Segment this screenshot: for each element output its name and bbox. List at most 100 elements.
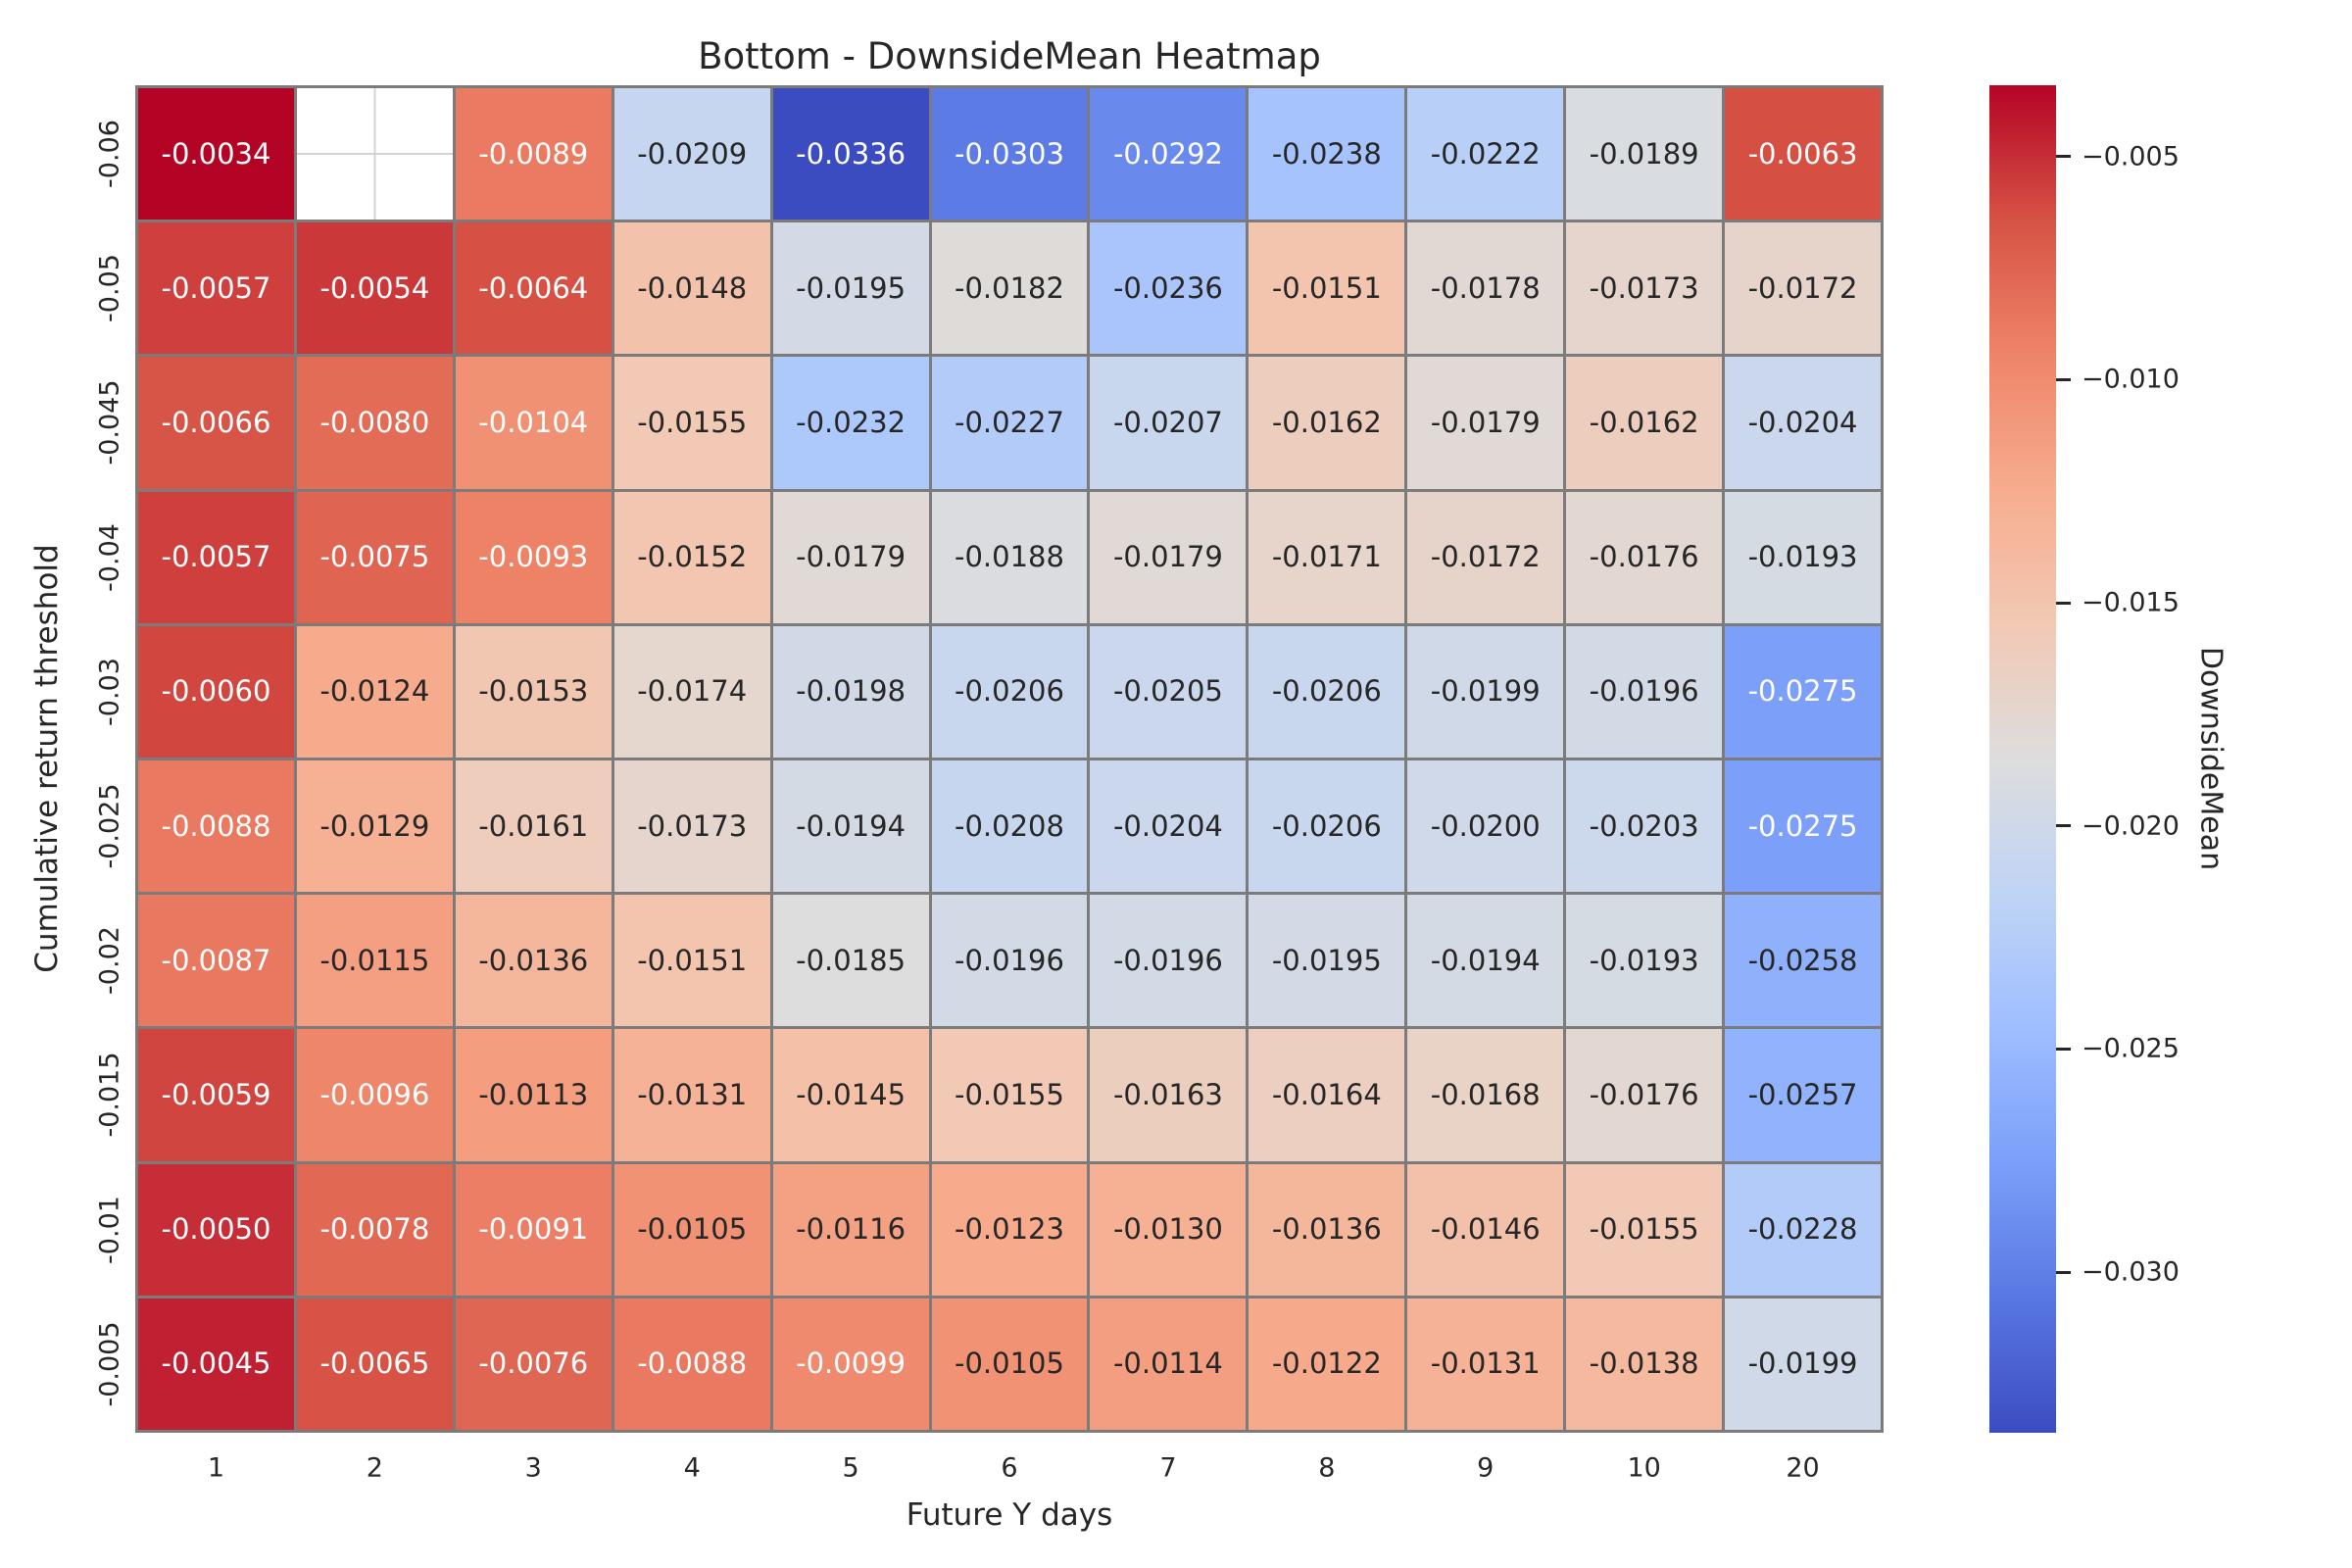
heatmap-cell: -0.0155 (931, 1029, 1088, 1161)
heatmap-cell: -0.0171 (1249, 491, 1405, 623)
heatmap-cell: -0.0148 (613, 222, 770, 355)
colorbar-tick-label: −0.025 (2082, 1033, 2180, 1064)
x-tick-label: 20 (1786, 1452, 1820, 1484)
y-tick-label: -0.03 (94, 657, 125, 726)
heatmap-cell: -0.0105 (613, 1163, 770, 1296)
heatmap-cell: -0.0227 (931, 357, 1088, 489)
heatmap-cell: -0.0045 (138, 1298, 294, 1430)
heatmap-cell: -0.0336 (772, 88, 929, 220)
heatmap-cell: -0.0153 (455, 625, 612, 758)
heatmap-cell: -0.0145 (772, 1029, 929, 1161)
heatmap-cell: -0.0065 (296, 1298, 453, 1430)
heatmap-cell: -0.0206 (1249, 760, 1405, 893)
heatmap-cell: -0.0238 (1249, 88, 1405, 220)
y-tick-label: -0.04 (94, 522, 125, 592)
heatmap-cell: -0.0196 (1566, 625, 1723, 758)
colorbar-tick-label: −0.015 (2082, 587, 2180, 618)
heatmap-cell: -0.0203 (1566, 760, 1723, 893)
heatmap-cell: -0.0087 (138, 895, 294, 1027)
heatmap-cell: -0.0161 (455, 760, 612, 893)
heatmap-cell: -0.0093 (455, 491, 612, 623)
heatmap-cell: -0.0131 (613, 1029, 770, 1161)
heatmap-cell: -0.0200 (1407, 760, 1564, 893)
heatmap-cell: -0.0206 (931, 625, 1088, 758)
heatmap-cell: -0.0207 (1090, 357, 1247, 489)
heatmap-cell: -0.0206 (1249, 625, 1405, 758)
heatmap-cell: -0.0123 (931, 1163, 1088, 1296)
heatmap-cell: -0.0162 (1249, 357, 1405, 489)
heatmap-cell: -0.0162 (1566, 357, 1723, 489)
colorbar-tick-mark (2056, 377, 2071, 381)
heatmap-cell: -0.0236 (1090, 222, 1247, 355)
heatmap-cell: -0.0096 (296, 1029, 453, 1161)
heatmap-cell: -0.0275 (1725, 760, 1881, 893)
heatmap-cell: -0.0193 (1566, 895, 1723, 1027)
heatmap-cell: -0.0232 (772, 357, 929, 489)
heatmap-cell: -0.0209 (613, 88, 770, 220)
colorbar-tick-mark (2056, 1270, 2071, 1274)
heatmap-cell: -0.0152 (613, 491, 770, 623)
heatmap-cell: -0.0054 (296, 222, 453, 355)
heatmap-cell: -0.0080 (296, 357, 453, 489)
x-tick-label: 3 (524, 1452, 542, 1484)
x-tick-label: 6 (1001, 1452, 1018, 1484)
heatmap-cell: -0.0146 (1407, 1163, 1564, 1296)
heatmap-cell: -0.0188 (931, 491, 1088, 623)
heatmap-cell: -0.0136 (455, 895, 612, 1027)
heatmap-cell: -0.0151 (613, 895, 770, 1027)
heatmap-cell: -0.0172 (1407, 491, 1564, 623)
heatmap-cell: -0.0173 (1566, 222, 1723, 355)
colorbar-tick-label: −0.030 (2082, 1256, 2180, 1288)
colorbar-label: DownsideMean (2193, 646, 2229, 871)
heatmap-cell: -0.0059 (138, 1029, 294, 1161)
chart-title: Bottom - DownsideMean Heatmap (698, 35, 1321, 77)
heatmap-cell: -0.0116 (772, 1163, 929, 1296)
heatmap-cell: -0.0178 (1407, 222, 1564, 355)
heatmap-cell-empty (296, 88, 453, 220)
heatmap-cell: -0.0076 (455, 1298, 612, 1430)
heatmap-cell: -0.0089 (455, 88, 612, 220)
heatmap-cell: -0.0113 (455, 1029, 612, 1161)
heatmap-cell: -0.0060 (138, 625, 294, 758)
heatmap-cell: -0.0195 (1249, 895, 1405, 1027)
colorbar-tick-label: −0.010 (2082, 364, 2180, 395)
heatmap-cell: -0.0066 (138, 357, 294, 489)
x-tick-label: 5 (842, 1452, 859, 1484)
heatmap-cell: -0.0258 (1725, 895, 1881, 1027)
heatmap-cell: -0.0176 (1566, 491, 1723, 623)
heatmap-cell: -0.0257 (1725, 1029, 1881, 1161)
heatmap-cell: -0.0204 (1090, 760, 1247, 893)
heatmap-cell: -0.0091 (455, 1163, 612, 1296)
heatmap-cell: -0.0131 (1407, 1298, 1564, 1430)
x-tick-label: 8 (1318, 1452, 1336, 1484)
heatmap-cell: -0.0050 (138, 1163, 294, 1296)
heatmap-cell: -0.0057 (138, 491, 294, 623)
colorbar-tick-label: −0.005 (2082, 141, 2180, 172)
heatmap-cell: -0.0198 (772, 625, 929, 758)
heatmap-cell: -0.0199 (1725, 1298, 1881, 1430)
y-tick-label: -0.05 (94, 254, 125, 323)
heatmap-cell: -0.0189 (1566, 88, 1723, 220)
heatmap-cell: -0.0172 (1725, 222, 1881, 355)
heatmap-cell: -0.0208 (931, 760, 1088, 893)
heatmap-cell: -0.0176 (1566, 1029, 1723, 1161)
heatmap-cell: -0.0088 (613, 1298, 770, 1430)
heatmap-cell: -0.0129 (296, 760, 453, 893)
heatmap-cell: -0.0196 (1090, 895, 1247, 1027)
colorbar-tick-mark (2056, 601, 2071, 605)
colorbar-tick-mark (2056, 155, 2071, 159)
y-tick-label: -0.005 (94, 1321, 125, 1407)
colorbar-tick-mark (2056, 1047, 2071, 1051)
heatmap-grid: -0.0034 -0.0089 -0.0209 -0.0336 -0.0303 -0.02… (135, 85, 1884, 1433)
heatmap-cell: -0.0275 (1725, 625, 1881, 758)
y-tick-label: -0.01 (94, 1195, 125, 1264)
heatmap-cell: -0.0063 (1725, 88, 1881, 220)
colorbar-tick-label: −0.020 (2082, 810, 2180, 842)
y-tick-label: -0.06 (94, 120, 125, 189)
heatmap-cell: -0.0151 (1249, 222, 1405, 355)
heatmap-cell: -0.0182 (931, 222, 1088, 355)
colorbar-tick-mark (2056, 824, 2071, 828)
x-tick-label: 9 (1477, 1452, 1494, 1484)
colorbar-gradient (1989, 85, 2056, 1433)
heatmap-cell: -0.0057 (138, 222, 294, 355)
